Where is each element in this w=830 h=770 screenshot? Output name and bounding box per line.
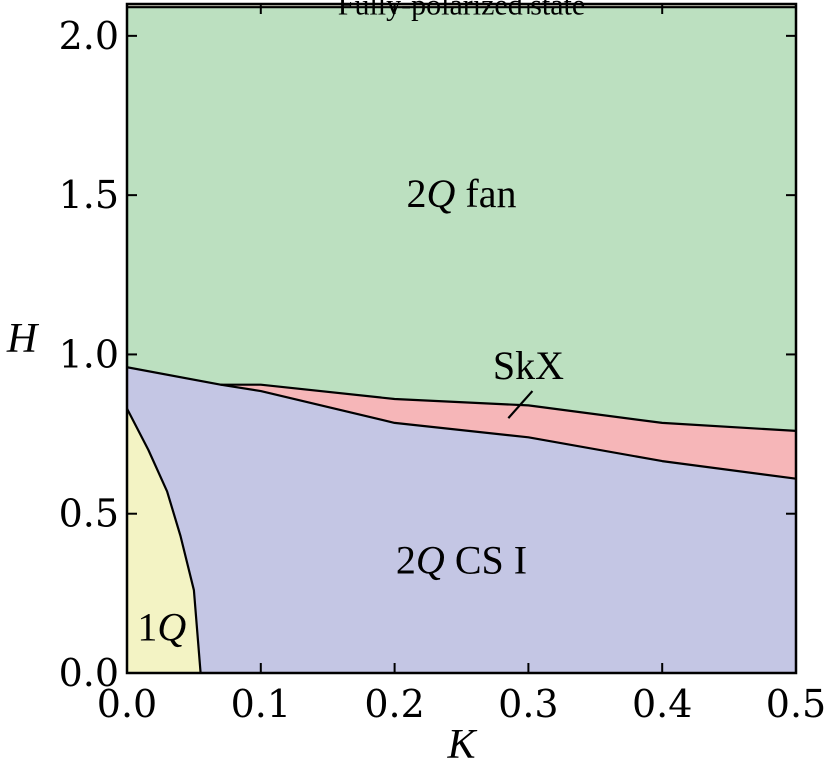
label-2q-fan-rest: fan	[455, 171, 516, 216]
x-tick-label-5: 0.5	[766, 682, 826, 726]
label-1q-num: 1	[137, 604, 157, 649]
x-tick-label-1: 0.1	[231, 682, 291, 726]
label-2q-fan: 2Q fan	[407, 171, 517, 216]
y-tick-label-0: 0.0	[59, 651, 119, 695]
boundary-line-2	[220, 383, 797, 432]
plot-frame	[125, 2, 798, 675]
phase-regions	[127, 4, 796, 673]
axis-ticks: 0.0 0.1 0.2 0.3 0.4 0.5 0.0 0.5 1.0 1.5 2.0	[59, 4, 826, 726]
region-2q-cs-i	[127, 367, 796, 673]
label-skx: SkX	[493, 343, 564, 388]
label-1q: 1Q	[137, 604, 186, 649]
boundary-line-3	[126, 408, 202, 674]
region-1q	[127, 408, 201, 673]
phase-boundaries	[126, 6, 797, 674]
y-axis-label: H	[6, 316, 40, 362]
label-2q-cs-i-rest: CS I	[445, 538, 527, 583]
label-fully-polarized: Fully-polarized state	[338, 0, 585, 22]
y-tick-label-4: 2.0	[59, 14, 119, 58]
label-2q-cs-i: 2Q CS I	[396, 538, 527, 583]
skx-pointer-line	[507, 390, 534, 419]
label-2q-fan-num: 2	[407, 171, 427, 216]
label-1q-q: Q	[157, 604, 186, 649]
y-tick-label-2: 1.0	[59, 332, 119, 376]
y-tick-label-1: 0.5	[59, 492, 119, 536]
y-tick-label-3: 1.5	[59, 173, 119, 217]
label-2q-cs-i-q: Q	[416, 538, 445, 583]
x-tick-label-2: 0.2	[364, 682, 424, 726]
x-tick-label-0: 0.0	[97, 682, 157, 726]
label-2q-cs-i-num: 2	[396, 538, 416, 583]
label-2q-fan-q: Q	[427, 171, 456, 216]
region-2q-fan	[127, 7, 796, 431]
x-tick-label-3: 0.3	[498, 682, 558, 726]
x-axis-label: K	[446, 722, 477, 768]
x-tick-label-4: 0.4	[632, 682, 692, 726]
region-skx	[220, 384, 796, 479]
